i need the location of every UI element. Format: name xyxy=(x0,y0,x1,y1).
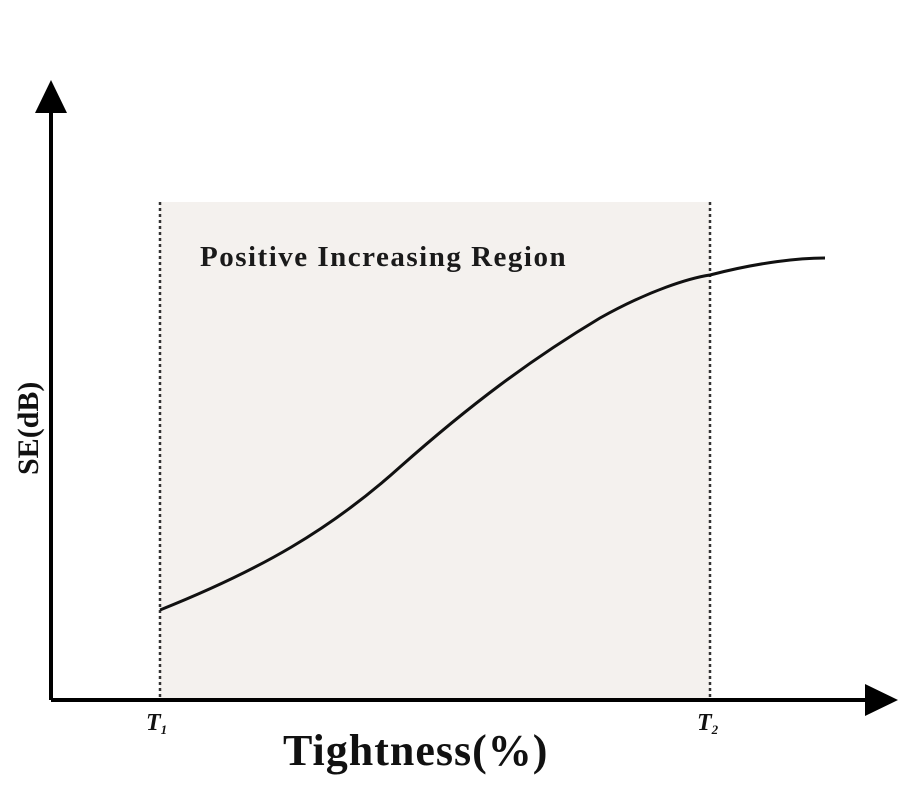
region-label: Positive Increasing Region xyxy=(200,241,567,273)
t1-tick-label: T1 xyxy=(146,710,167,737)
y-axis-label: SE(dB) xyxy=(12,382,45,475)
positive-increasing-region xyxy=(160,202,710,700)
t2-tick-label: T2 xyxy=(697,710,719,737)
x-axis-label: Tightness(%) xyxy=(283,726,548,775)
x-axis-arrow-icon xyxy=(865,684,898,716)
y-axis-arrow-icon xyxy=(35,80,67,113)
se-curve xyxy=(159,256,826,612)
